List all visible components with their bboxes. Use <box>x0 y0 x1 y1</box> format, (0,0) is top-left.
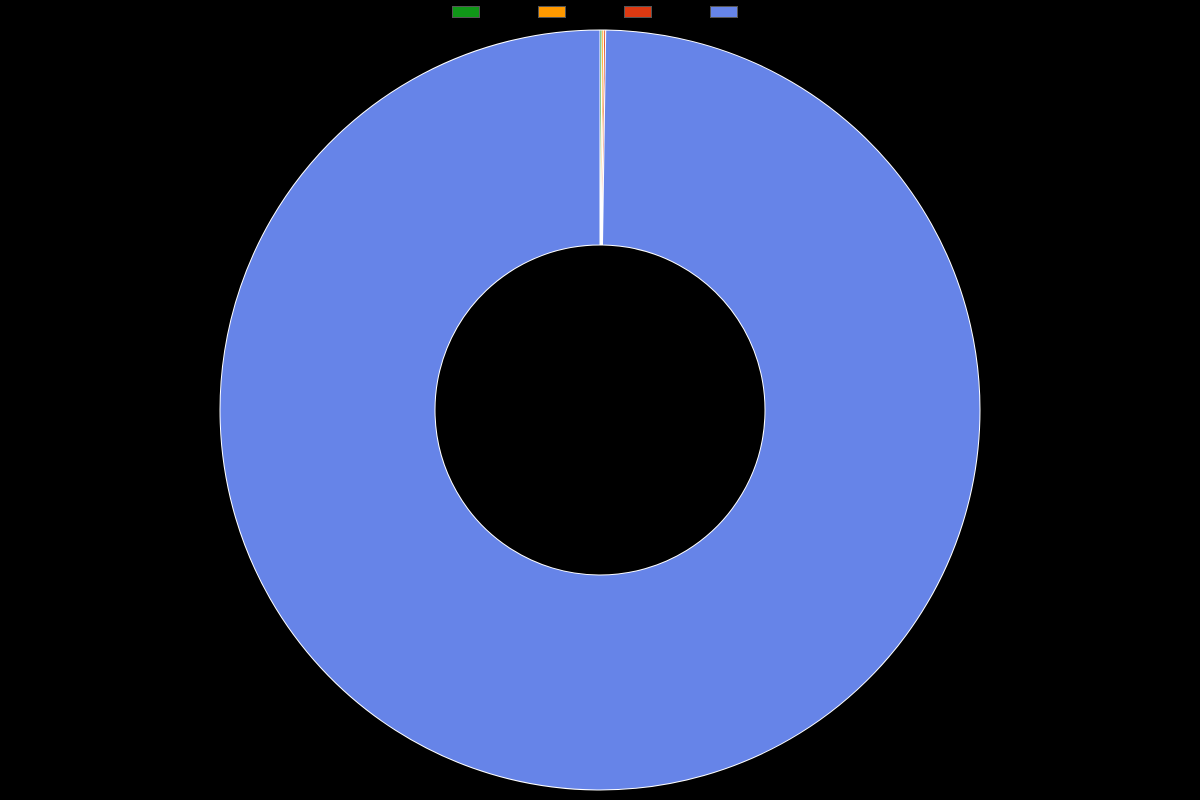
donut-chart-container <box>0 0 1200 800</box>
donut-chart <box>0 0 1200 800</box>
chart-stage <box>0 0 1200 800</box>
